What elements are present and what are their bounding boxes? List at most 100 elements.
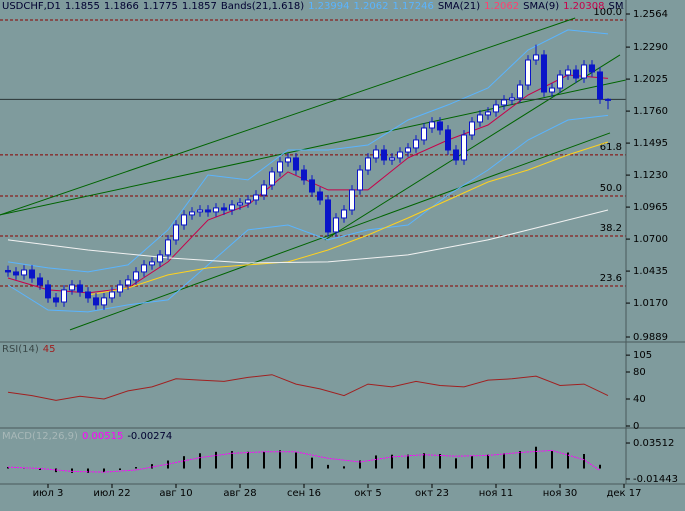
macd-bar [7,467,9,469]
candle-body [341,209,347,219]
candle-body [525,59,531,86]
macd-bar [151,464,153,469]
fibo-label: 61.8 [600,142,622,153]
y-tick-label: 0 [633,421,639,432]
rsi-line [7,374,609,401]
macd-bar [375,455,377,469]
candle-body [309,179,315,193]
candle-body [581,64,587,79]
macd-bar [119,468,121,470]
y-tick-label: 1.1495 [633,138,668,149]
trend-line [324,54,621,241]
fibo-label: 23.6 [600,273,622,284]
macd-bar [215,451,217,469]
y-tick-label: 0.03512 [633,438,674,449]
fibo-label: 38.2 [600,223,622,234]
macd-bar [199,453,201,469]
macd-bar [503,453,505,469]
rsi-header: RSI(14) 45 [2,344,60,355]
indicator-name: SMA(9) [523,1,560,12]
y-tick-label: 1.2564 [633,9,668,20]
macd-bar [87,468,89,473]
candle-body [357,169,363,191]
candle-body [61,289,67,303]
x-tick-label: окт 5 [354,488,382,499]
rsi-panel [7,374,609,401]
candle-body [69,284,75,291]
candle-body [261,184,267,196]
macd-bar [311,457,313,469]
y-tick-label: -0.01443 [633,474,678,485]
ohlc-low: 1.1775 [142,1,178,12]
macd-bar [423,453,425,469]
band-upper [7,29,609,273]
indicator-name: SMA(100) [608,1,625,12]
macd-bar [247,451,249,469]
candle-body [109,291,115,299]
candle-body [445,129,451,151]
candle-body [293,157,299,171]
candle-body [405,147,411,153]
macd-bar [327,464,329,469]
candle-body [301,169,307,181]
indicator-value: 1.2062 [484,1,520,12]
macd-bar [567,452,569,469]
x-tick-label: авг 28 [223,488,256,499]
candle-body [373,149,379,159]
candle-body [269,171,275,186]
macd-bar [407,454,409,469]
candle-body [189,211,195,216]
band-lower [7,114,609,313]
ohlc-close: 1.1857 [181,1,217,12]
indicator-value: 45 [42,344,56,355]
candle-body [533,54,539,61]
x-tick-label: дек 17 [606,488,641,499]
trend-line [0,17,576,216]
macd-bar [39,468,41,470]
trend-line [69,132,611,331]
candle-body [141,264,147,273]
candle-body [13,271,19,276]
macd-bar [343,466,345,469]
candle-body [229,204,235,211]
candle-body [93,297,99,306]
candle-body [485,111,491,116]
candle-body [181,214,187,226]
candle-body [349,189,355,211]
macd-bar [487,454,489,469]
x-tick-label: окт 23 [415,488,449,499]
candle-body [117,284,123,293]
candle-body [285,157,291,163]
candle-body [549,87,555,93]
y-tick-label: 1.2025 [633,74,668,85]
macd-bar [551,451,553,469]
macd-header: MACD(12,26,9) 0.00515 -0.00274 [2,431,176,442]
candle-body [597,71,603,100]
candle-body [517,84,523,99]
moving-average [7,209,609,264]
candle-body [85,291,91,299]
candle-body [477,114,483,123]
candle-body [589,64,595,73]
candle-body [397,151,403,159]
macd-bar [279,450,281,469]
candle-body [453,149,459,161]
fibo-label: 100.0 [593,7,622,18]
indicator-value: -0.00274 [127,431,173,442]
candle-body [101,297,107,306]
y-tick-label: 1.2290 [633,42,668,53]
y-tick-label: 1.0700 [633,234,668,245]
macd-bar [535,446,537,469]
moving-average [7,74,609,294]
candle-body [413,139,419,149]
y-tick-label: 80 [633,367,646,378]
y-tick-label: 1.0170 [633,298,668,309]
candle-body [381,149,387,161]
candle-body [165,239,171,256]
candle-body [573,69,579,79]
candle-body [221,207,227,211]
macd-bar [455,458,457,469]
candle-body [29,269,35,279]
